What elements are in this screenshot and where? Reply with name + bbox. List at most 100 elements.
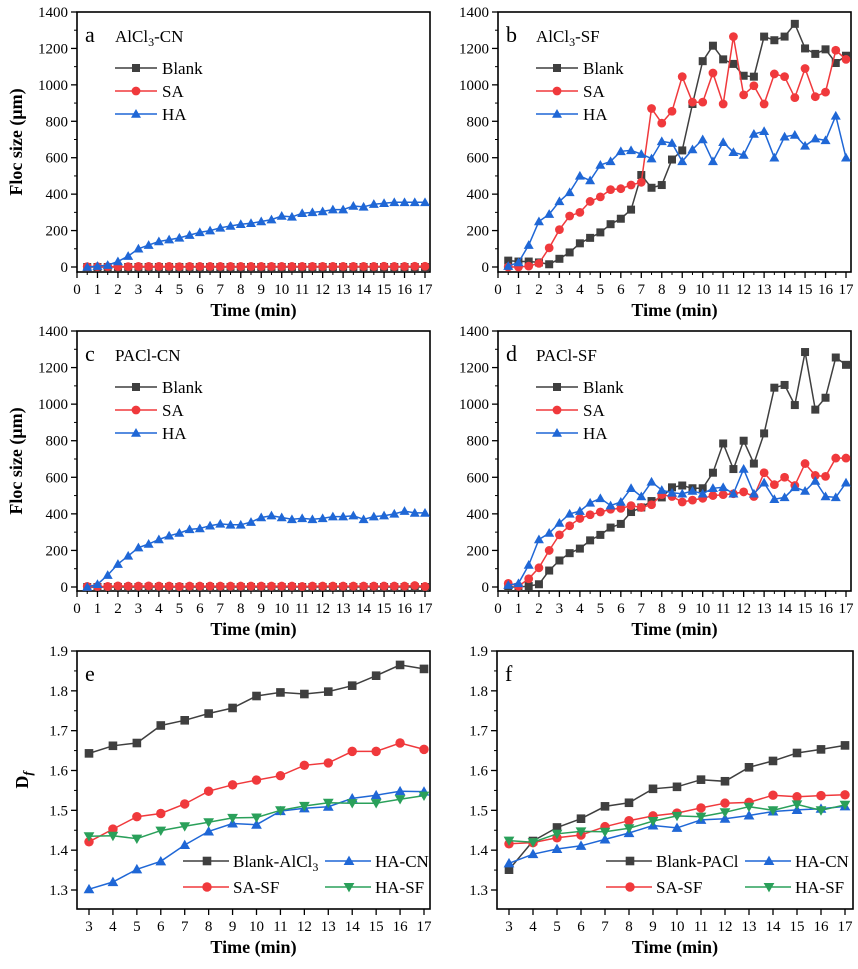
data-point (688, 495, 697, 505)
chart-panel-f: 1.3 1.4 1.5 1.6 1.7 1.8 1.9 3 4 5 6 7 8 9 10 11 12 13 14 15… (469, 644, 854, 958)
data-point (226, 581, 235, 591)
y-tick-label: 400 (46, 507, 69, 523)
plot-frame (497, 330, 852, 592)
data-point (760, 32, 769, 41)
x-tick-label: 5 (176, 601, 184, 617)
data-point (657, 181, 666, 190)
x-tick-label: 16 (397, 282, 413, 298)
panel-letter: a (85, 22, 95, 47)
x-tick-label: 4 (155, 601, 163, 617)
data-point (205, 262, 215, 271)
data-point (513, 578, 524, 588)
data-point (185, 262, 194, 271)
x-tick-label: 10 (249, 919, 264, 935)
x-tick-label: 5 (597, 601, 605, 617)
panel-letter: c (85, 341, 95, 366)
data-point (627, 508, 636, 517)
data-point (82, 262, 93, 271)
x-tick-label: 7 (217, 601, 225, 617)
x-tick-label: 15 (377, 601, 392, 617)
legend-marker (552, 428, 562, 437)
data-point (338, 511, 349, 521)
data-point (554, 196, 565, 206)
data-point (358, 514, 369, 524)
data-point (297, 262, 307, 271)
data-point (769, 69, 779, 79)
data-point (728, 147, 739, 156)
y-tick-label: 1200 (459, 41, 489, 57)
data-point (719, 808, 731, 818)
data-point (503, 580, 514, 589)
data-point (759, 468, 769, 478)
x-tick-label: 6 (617, 601, 625, 617)
y-tick-label: 600 (46, 151, 69, 167)
x-tick-label: 9 (678, 601, 686, 617)
data-point (83, 883, 95, 894)
x-axis-title: Time (min) (210, 300, 296, 321)
data-point (164, 530, 175, 540)
data-point (697, 488, 708, 498)
series-ha (82, 506, 430, 591)
data-point (307, 207, 318, 217)
x-tick-label: 8 (237, 282, 245, 298)
legend-label: Blank (583, 59, 624, 78)
data-point (277, 262, 287, 271)
y-tick-label: 1.4 (469, 843, 488, 859)
legend-label: HA (162, 105, 187, 124)
series-line (87, 510, 425, 588)
data-point (627, 205, 636, 214)
data-point (174, 528, 185, 537)
legend-marker (763, 882, 775, 893)
data-point (554, 518, 565, 527)
data-point (564, 187, 575, 197)
x-tick-label: 12 (736, 601, 751, 617)
data-point (144, 581, 154, 591)
data-point (696, 803, 706, 813)
data-point (672, 782, 682, 792)
data-point (595, 493, 606, 503)
plot-frame (76, 650, 431, 910)
panel-title: AlCl3-SF (536, 27, 600, 49)
data-point (154, 581, 164, 591)
data-point (687, 144, 698, 154)
data-point (647, 500, 656, 510)
data-point (667, 487, 677, 497)
y-tick-label: 1400 (38, 5, 68, 21)
y-tick-label: 200 (46, 543, 69, 559)
data-point (574, 506, 585, 515)
data-point (544, 209, 555, 218)
data-point (810, 471, 820, 480)
data-point (112, 559, 123, 568)
x-tick-label: 0 (73, 282, 81, 298)
data-point (555, 556, 564, 565)
legend-item: HA (536, 424, 608, 443)
data-point (323, 758, 334, 768)
data-point (564, 508, 575, 518)
data-point (338, 204, 349, 214)
x-tick-label: 6 (577, 919, 585, 935)
data-point (184, 230, 195, 239)
data-point (768, 756, 778, 766)
data-point (831, 59, 840, 67)
data-point (108, 741, 118, 751)
data-point (300, 689, 309, 699)
data-point (821, 45, 830, 54)
x-tick-label: 13 (336, 282, 351, 298)
data-point (595, 192, 605, 202)
data-point (107, 831, 119, 842)
data-point (174, 262, 184, 272)
x-tick-label: 10 (670, 919, 685, 935)
data-point (338, 581, 348, 591)
data-point (92, 579, 103, 589)
legend-marker (625, 882, 635, 892)
x-tick-label: 6 (157, 919, 165, 935)
y-tick-label: 200 (467, 224, 490, 240)
y-tick-label: 600 (467, 151, 490, 167)
data-point (107, 876, 119, 887)
y-axis-title: Floc size (μm) (6, 88, 27, 195)
data-point (585, 197, 595, 206)
data-point (544, 243, 554, 253)
data-point (790, 19, 799, 28)
